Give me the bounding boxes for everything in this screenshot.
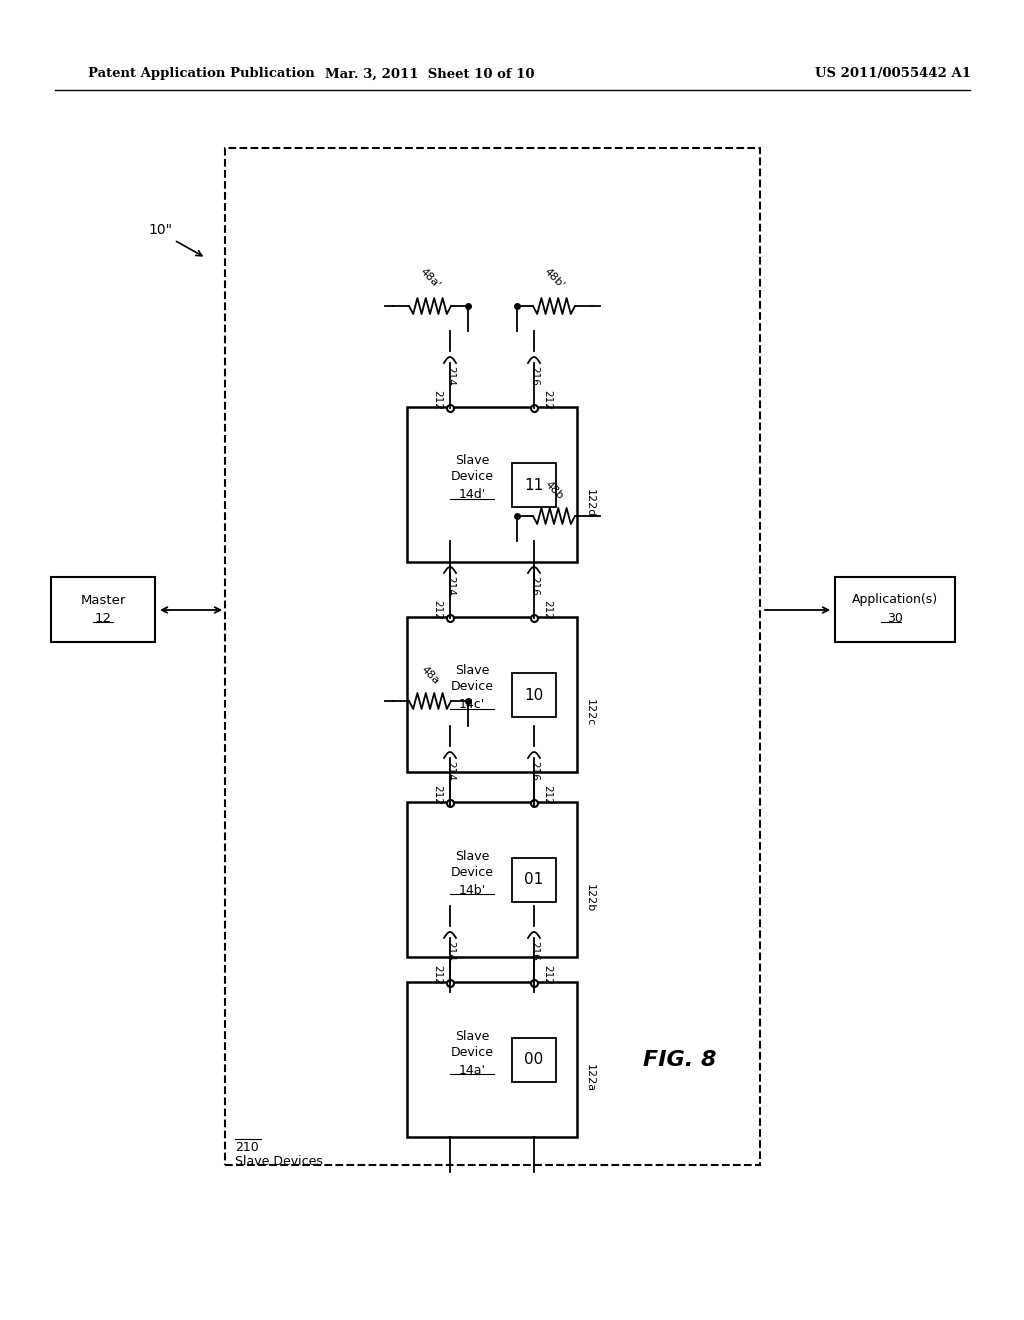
Text: Application(s): Application(s) bbox=[852, 594, 938, 606]
Text: 01: 01 bbox=[524, 873, 544, 887]
Text: Patent Application Publication: Patent Application Publication bbox=[88, 67, 314, 81]
Text: 212: 212 bbox=[542, 965, 552, 985]
Text: 214: 214 bbox=[445, 762, 455, 781]
Text: 212: 212 bbox=[432, 785, 442, 805]
Text: 122b: 122b bbox=[585, 884, 595, 912]
Text: 00: 00 bbox=[524, 1052, 544, 1068]
Text: Slave: Slave bbox=[455, 454, 489, 467]
Text: 212: 212 bbox=[432, 965, 442, 985]
FancyBboxPatch shape bbox=[407, 803, 577, 957]
Text: 212: 212 bbox=[542, 601, 552, 620]
Text: 216: 216 bbox=[529, 576, 539, 595]
Text: 11: 11 bbox=[524, 478, 544, 492]
Text: 122d: 122d bbox=[585, 488, 595, 517]
FancyBboxPatch shape bbox=[512, 463, 556, 507]
Text: 14d': 14d' bbox=[459, 488, 485, 502]
Text: Mar. 3, 2011  Sheet 10 of 10: Mar. 3, 2011 Sheet 10 of 10 bbox=[326, 67, 535, 81]
Text: 122a: 122a bbox=[585, 1064, 595, 1092]
Text: 30: 30 bbox=[887, 612, 903, 626]
Text: 48a: 48a bbox=[419, 664, 441, 686]
FancyBboxPatch shape bbox=[512, 1038, 556, 1082]
Text: 14a': 14a' bbox=[459, 1064, 485, 1077]
Text: 212: 212 bbox=[542, 785, 552, 805]
Text: 14b': 14b' bbox=[459, 883, 485, 896]
Text: 10: 10 bbox=[524, 688, 544, 702]
Text: 210: 210 bbox=[234, 1140, 259, 1154]
Text: Slave Devices: Slave Devices bbox=[234, 1155, 323, 1168]
Text: 216: 216 bbox=[529, 366, 539, 385]
Text: Device: Device bbox=[451, 866, 494, 879]
Text: Slave: Slave bbox=[455, 1030, 489, 1043]
Text: 122c: 122c bbox=[585, 700, 595, 727]
Text: Device: Device bbox=[451, 470, 494, 483]
Text: Slave: Slave bbox=[455, 664, 489, 677]
Text: US 2011/0055442 A1: US 2011/0055442 A1 bbox=[815, 67, 971, 81]
Text: 214: 214 bbox=[445, 366, 455, 385]
Text: 48b': 48b' bbox=[542, 267, 566, 290]
Text: Device: Device bbox=[451, 1045, 494, 1059]
Text: 212: 212 bbox=[542, 391, 552, 411]
Text: Master: Master bbox=[80, 594, 126, 606]
Text: 14c': 14c' bbox=[459, 698, 485, 711]
FancyBboxPatch shape bbox=[407, 616, 577, 772]
Text: Slave: Slave bbox=[455, 850, 489, 862]
Text: 212: 212 bbox=[432, 601, 442, 620]
FancyBboxPatch shape bbox=[51, 577, 155, 642]
FancyBboxPatch shape bbox=[835, 577, 955, 642]
Text: 48a': 48a' bbox=[418, 267, 442, 290]
FancyBboxPatch shape bbox=[407, 407, 577, 562]
Text: 12: 12 bbox=[94, 612, 112, 626]
Text: 214: 214 bbox=[445, 941, 455, 961]
Text: 10": 10" bbox=[147, 223, 172, 238]
Text: 216: 216 bbox=[529, 941, 539, 961]
FancyBboxPatch shape bbox=[225, 148, 760, 1166]
Text: FIG. 8: FIG. 8 bbox=[643, 1049, 717, 1071]
Text: 48b: 48b bbox=[543, 479, 565, 502]
FancyBboxPatch shape bbox=[407, 982, 577, 1137]
FancyBboxPatch shape bbox=[512, 858, 556, 902]
Text: Device: Device bbox=[451, 681, 494, 693]
Text: 216: 216 bbox=[529, 762, 539, 781]
Text: 214: 214 bbox=[445, 576, 455, 595]
FancyBboxPatch shape bbox=[512, 673, 556, 717]
Text: 212: 212 bbox=[432, 391, 442, 411]
